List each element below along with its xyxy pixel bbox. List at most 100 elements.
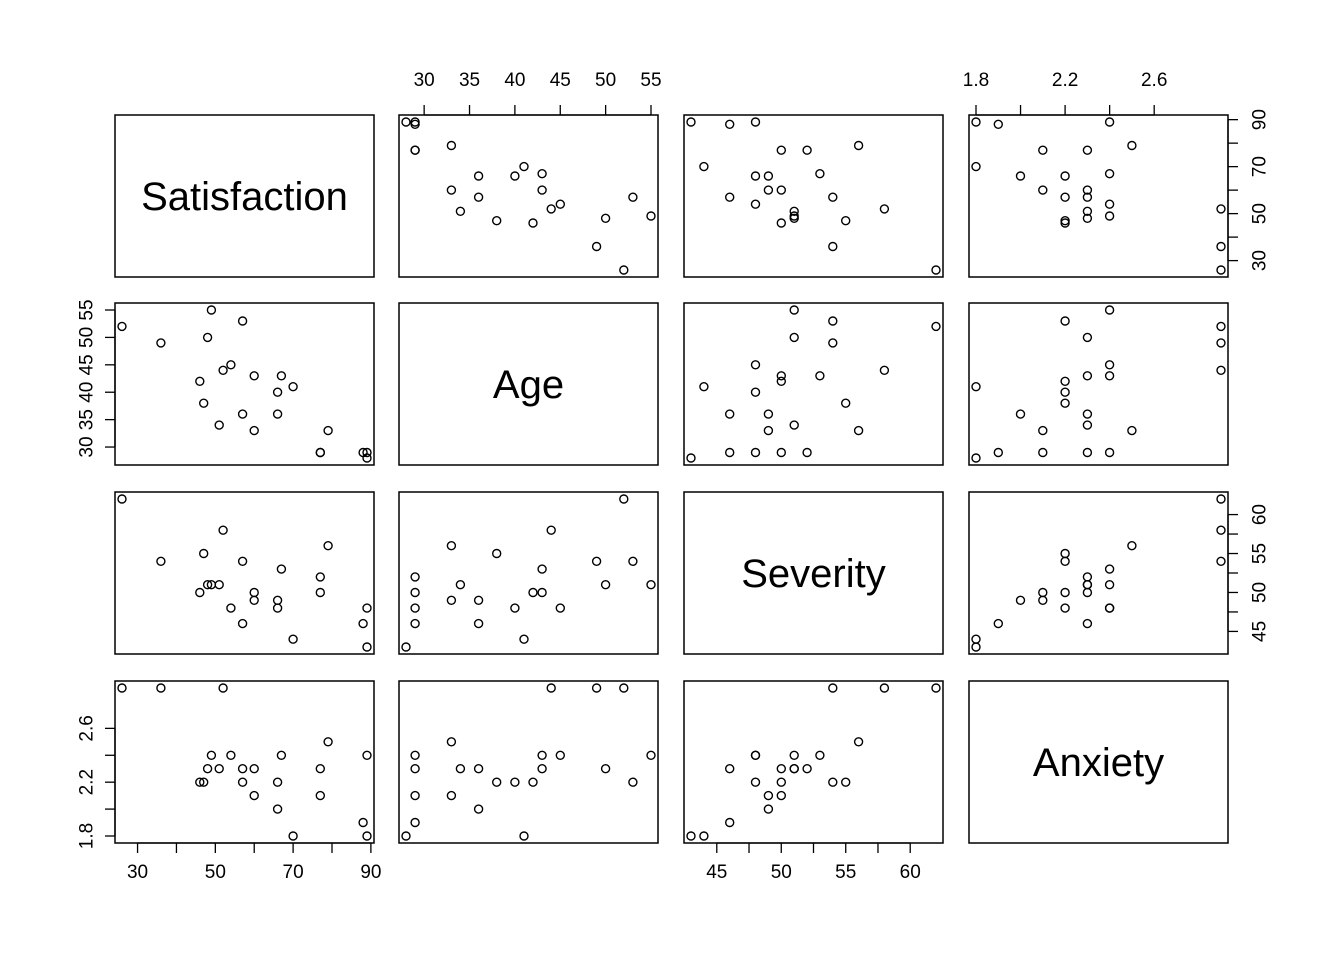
variable-label-severity: Severity bbox=[741, 552, 886, 596]
data-point bbox=[1104, 360, 1115, 370]
data-point bbox=[1060, 215, 1070, 226]
data-point bbox=[206, 750, 217, 760]
data-point bbox=[853, 425, 864, 436]
tick-label: 35 bbox=[77, 409, 98, 430]
data-point bbox=[699, 831, 709, 841]
data-point bbox=[214, 764, 224, 774]
data-point bbox=[473, 764, 484, 774]
data-point bbox=[1082, 185, 1093, 195]
data-point bbox=[619, 683, 629, 693]
data-point bbox=[750, 777, 761, 787]
data-point bbox=[600, 580, 611, 590]
data-point bbox=[156, 556, 166, 566]
data-point bbox=[218, 525, 228, 535]
tick-label: 1.8 bbox=[963, 70, 989, 91]
data-point bbox=[815, 371, 825, 381]
panel-anxiety-vs-satisfaction bbox=[114, 680, 375, 844]
tick-label: 45 bbox=[706, 862, 727, 883]
tick-label: 30 bbox=[127, 862, 148, 883]
panel-severity-vs-age bbox=[398, 491, 659, 655]
data-point bbox=[510, 171, 520, 181]
data-point bbox=[446, 790, 457, 801]
data-point bbox=[272, 387, 283, 397]
tick-label: 60 bbox=[900, 862, 921, 883]
data-point bbox=[763, 409, 774, 419]
data-point bbox=[1216, 338, 1226, 348]
y-axis-age-left: 30 35 40 45 50 55 bbox=[77, 299, 116, 458]
data-point bbox=[446, 185, 457, 195]
panel-anxiety-vs-anxiety: Anxiety bbox=[968, 680, 1229, 844]
tick-label: 30 bbox=[414, 70, 435, 91]
data-point bbox=[828, 683, 838, 693]
tick-label: 40 bbox=[77, 382, 98, 403]
data-point bbox=[802, 764, 812, 774]
panel-satisfaction-vs-satisfaction: Satisfaction bbox=[114, 114, 375, 278]
panel-frame bbox=[968, 114, 1229, 278]
y-axis-severity-right: 45 50 55 60 bbox=[1227, 504, 1271, 642]
data-point bbox=[646, 580, 656, 590]
data-point bbox=[879, 365, 890, 375]
data-point bbox=[401, 642, 411, 652]
data-point bbox=[410, 817, 420, 828]
data-point bbox=[214, 580, 224, 590]
data-point bbox=[1082, 447, 1093, 458]
data-point bbox=[815, 750, 825, 760]
data-point bbox=[362, 642, 372, 652]
data-point bbox=[1082, 618, 1093, 629]
data-point bbox=[362, 831, 372, 841]
data-point bbox=[1216, 265, 1226, 275]
data-point bbox=[725, 817, 735, 828]
data-point bbox=[591, 556, 602, 566]
data-point bbox=[600, 213, 611, 224]
data-point bbox=[546, 525, 556, 535]
data-point bbox=[315, 587, 325, 598]
data-point bbox=[591, 683, 602, 693]
data-point bbox=[853, 737, 864, 747]
data-point bbox=[619, 494, 629, 504]
data-point bbox=[1038, 185, 1048, 195]
data-point bbox=[1216, 494, 1226, 504]
data-point bbox=[237, 764, 248, 774]
data-point bbox=[117, 494, 127, 504]
x-axis-satisfaction-bottom: 30 50 70 90 bbox=[127, 842, 381, 883]
data-point bbox=[1060, 387, 1070, 397]
data-point bbox=[879, 683, 890, 693]
data-point bbox=[272, 603, 283, 613]
data-point bbox=[195, 376, 205, 386]
data-point bbox=[828, 777, 838, 787]
data-point bbox=[699, 161, 709, 172]
data-point bbox=[510, 603, 520, 613]
data-point bbox=[1038, 425, 1048, 436]
data-point bbox=[1216, 365, 1226, 375]
panel-frame bbox=[398, 491, 659, 655]
tick-label: 2.6 bbox=[77, 715, 98, 741]
data-point bbox=[750, 171, 761, 181]
data-point bbox=[1127, 541, 1137, 551]
data-point bbox=[1104, 564, 1115, 574]
data-point bbox=[276, 564, 287, 574]
data-point bbox=[358, 618, 368, 629]
tick-label: 50 bbox=[205, 862, 226, 883]
data-point bbox=[628, 777, 638, 787]
data-point bbox=[841, 398, 851, 408]
data-point bbox=[725, 447, 735, 458]
panel-severity-vs-anxiety bbox=[968, 491, 1229, 655]
data-point bbox=[510, 777, 520, 787]
data-point bbox=[446, 595, 457, 605]
variable-label-anxiety: Anxiety bbox=[1033, 741, 1164, 785]
data-point bbox=[763, 425, 774, 436]
data-point bbox=[537, 587, 547, 598]
data-point bbox=[315, 790, 325, 801]
data-point bbox=[828, 192, 838, 202]
tick-label: 55 bbox=[640, 70, 661, 91]
tick-label: 1.8 bbox=[77, 823, 98, 849]
data-point bbox=[1104, 211, 1115, 221]
data-point bbox=[492, 548, 502, 559]
data-point bbox=[226, 603, 236, 613]
data-point bbox=[686, 453, 696, 463]
data-point bbox=[198, 548, 209, 559]
panel-age-vs-anxiety bbox=[968, 302, 1229, 466]
data-point bbox=[1104, 168, 1115, 179]
data-point bbox=[1082, 332, 1093, 343]
data-point bbox=[828, 241, 838, 252]
